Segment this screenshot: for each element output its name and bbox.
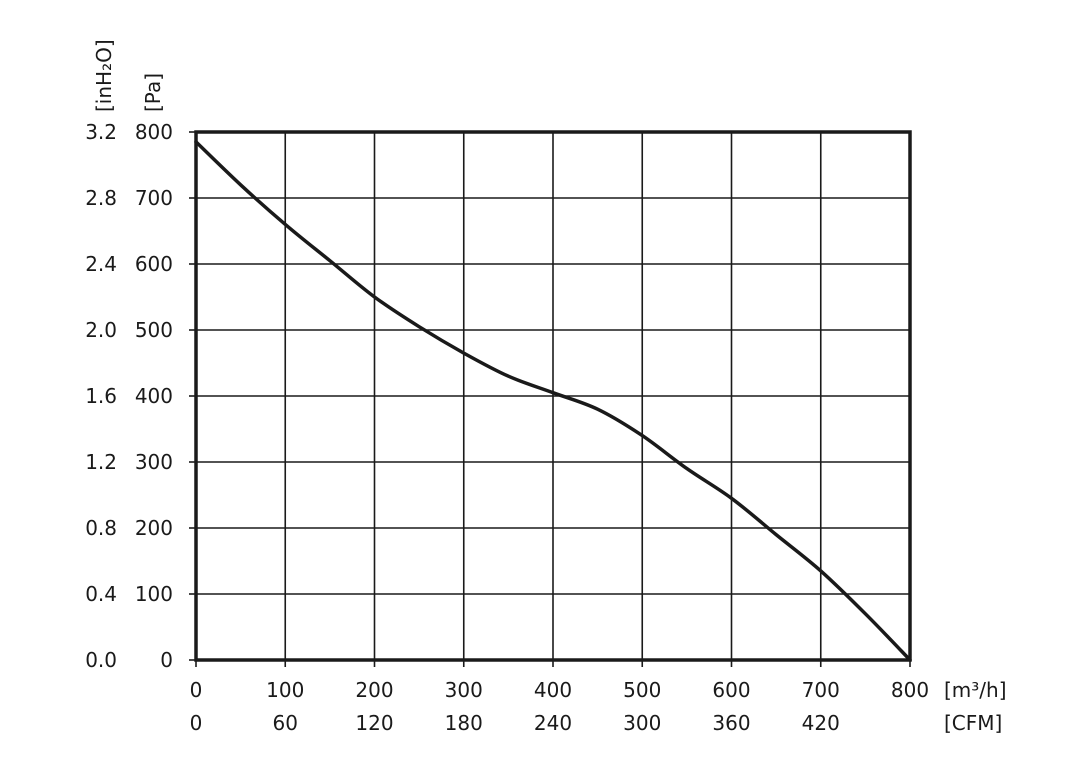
x-tick-label-cfm: 300 xyxy=(623,711,661,735)
y-tick-label-pa: 300 xyxy=(135,450,173,474)
x-tick-label-cfm: 180 xyxy=(445,711,483,735)
y-tick-label-pa: 500 xyxy=(135,318,173,342)
x-axis-m3h-unit: [m³/h] xyxy=(944,678,1007,702)
y-axis-inh2o-ticks: 0.0 0.4 0.8 1.2 1.6 2.0 2.4 2.8 3.2 xyxy=(85,120,117,672)
y-tick-label-inh2o: 0.4 xyxy=(85,582,117,606)
plot-frame xyxy=(194,130,912,662)
y-axis-pa-unit: [Pa] xyxy=(141,73,165,112)
fan-curve-line xyxy=(194,140,912,662)
x-tick-label-m3h: 600 xyxy=(712,678,750,702)
x-tick-label-m3h: 500 xyxy=(623,678,661,702)
x-tick-label-cfm: 120 xyxy=(355,711,393,735)
y-tick-label-inh2o: 0.8 xyxy=(85,516,117,540)
grid xyxy=(189,131,911,667)
x-tick-label-cfm: 420 xyxy=(802,711,840,735)
y-tick-label-pa: 700 xyxy=(135,186,173,210)
x-axis-cfm-unit: [CFM] xyxy=(944,711,1002,735)
y-tick-label-pa: 100 xyxy=(135,582,173,606)
x-tick-label-m3h: 400 xyxy=(534,678,572,702)
y-tick-label-pa: 800 xyxy=(135,120,173,144)
y-tick-label-inh2o: 1.6 xyxy=(85,384,117,408)
y-axis-pa-ticks: 0 100 200 300 400 500 600 700 800 xyxy=(135,120,173,672)
y-tick-label-inh2o: 0.0 xyxy=(85,648,117,672)
x-tick-label-cfm: 360 xyxy=(712,711,750,735)
x-tick-label-cfm: 240 xyxy=(534,711,572,735)
x-tick-label-m3h: 100 xyxy=(266,678,304,702)
x-axis-m3h-ticks: 0 100 200 300 400 500 600 700 800 xyxy=(190,678,929,702)
y-tick-label-pa: 0 xyxy=(160,648,173,672)
x-tick-label-m3h: 200 xyxy=(355,678,393,702)
y-tick-label-inh2o: 1.2 xyxy=(85,450,117,474)
y-tick-label-inh2o: 2.8 xyxy=(85,186,117,210)
x-tick-label-m3h: 700 xyxy=(802,678,840,702)
x-tick-label-cfm: 60 xyxy=(273,711,298,735)
y-tick-label-inh2o: 3.2 xyxy=(85,120,117,144)
y-tick-label-pa: 600 xyxy=(135,252,173,276)
y-tick-label-pa: 200 xyxy=(135,516,173,540)
x-tick-label-m3h: 300 xyxy=(445,678,483,702)
y-tick-label-inh2o: 2.4 xyxy=(85,252,117,276)
y-tick-label-inh2o: 2.0 xyxy=(85,318,117,342)
y-axis-inh2o-unit: [inH₂O] xyxy=(92,39,116,112)
y-tick-label-pa: 400 xyxy=(135,384,173,408)
x-tick-label-cfm: 0 xyxy=(190,711,203,735)
x-tick-label-m3h: 800 xyxy=(891,678,929,702)
x-axis-cfm-ticks: 0 60 120 180 240 300 360 420 xyxy=(190,711,840,735)
x-tick-label-m3h: 0 xyxy=(190,678,203,702)
